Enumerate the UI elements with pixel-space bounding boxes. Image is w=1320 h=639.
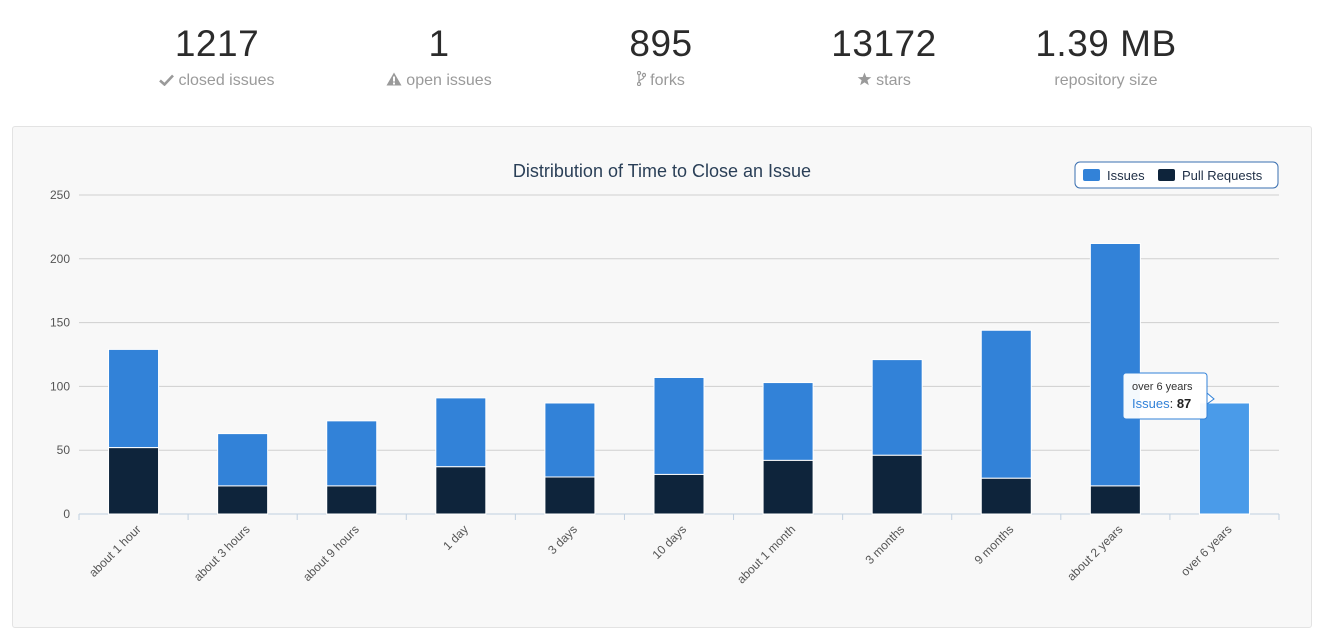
x-tick-label: 1 day bbox=[440, 522, 471, 553]
stat-stars: 13172 stars bbox=[784, 22, 984, 93]
bar-issues[interactable] bbox=[871, 359, 923, 456]
stat-repository-size: 1.39 MB repository size bbox=[1006, 22, 1206, 92]
tooltip-series: Issues: 87 bbox=[1132, 396, 1191, 411]
bar-pull-requests[interactable] bbox=[980, 477, 1032, 515]
bar-issues[interactable] bbox=[1089, 242, 1141, 487]
bar-issues[interactable] bbox=[435, 397, 487, 468]
bar-pull-requests[interactable] bbox=[435, 466, 487, 515]
bar-issues[interactable] bbox=[108, 348, 160, 449]
bar-chart: Distribution of Time to Close an Issue 0… bbox=[50, 161, 1280, 586]
x-tick-label: about 1 month bbox=[734, 522, 798, 586]
x-tick-label: about 9 hours bbox=[300, 522, 362, 584]
x-axis: about 1 hour about 3 hours about 9 hours 1 … bbox=[78, 514, 1280, 586]
bar-pull-requests[interactable] bbox=[871, 454, 923, 515]
x-tick-label: over 6 years bbox=[1178, 522, 1235, 579]
bar-issues[interactable] bbox=[544, 402, 596, 478]
bar-pull-requests[interactable] bbox=[544, 476, 596, 515]
bar-pull-requests[interactable] bbox=[762, 459, 814, 515]
bar-issues[interactable] bbox=[1198, 402, 1250, 515]
x-tick-label: about 3 hours bbox=[191, 522, 253, 584]
stat-label: forks bbox=[650, 72, 685, 89]
bar-issues[interactable] bbox=[762, 382, 814, 461]
stat-label-row: repository size bbox=[1006, 70, 1206, 92]
y-tick-label: 250 bbox=[50, 188, 70, 202]
bar-pull-requests[interactable] bbox=[326, 485, 378, 515]
stat-value: 1.39 MB bbox=[1035, 23, 1177, 64]
stat-label: open issues bbox=[406, 72, 492, 89]
stat-label: repository size bbox=[1054, 72, 1158, 89]
legend-box bbox=[1074, 161, 1279, 189]
x-tick-label: about 2 years bbox=[1064, 522, 1125, 583]
y-tick-label: 50 bbox=[57, 443, 71, 457]
stat-value: 13172 bbox=[831, 23, 937, 64]
tooltip-value: 87 bbox=[1177, 396, 1191, 411]
bar-pull-requests[interactable] bbox=[217, 485, 269, 515]
legend-swatch[interactable] bbox=[1083, 169, 1100, 181]
stat-value: 1217 bbox=[174, 23, 260, 64]
y-tick-label: 200 bbox=[50, 252, 70, 266]
legend-label[interactable]: Issues bbox=[1107, 168, 1145, 183]
bar-pull-requests[interactable] bbox=[653, 473, 705, 515]
bars bbox=[108, 242, 1250, 515]
bar-pull-requests[interactable] bbox=[1089, 485, 1141, 515]
stat-label-row: open issues bbox=[339, 70, 539, 93]
stat-value: 895 bbox=[629, 23, 693, 64]
stats-bar: 1217 closed issues 1 open issues 895 for… bbox=[0, 0, 1320, 110]
check-icon bbox=[159, 71, 175, 93]
x-tick-label: about 1 hour bbox=[86, 522, 144, 580]
bar-issues[interactable] bbox=[980, 329, 1032, 479]
legend[interactable]: Issues Pull Requests bbox=[1074, 161, 1279, 189]
stat-label-row: forks bbox=[561, 70, 761, 93]
y-tick-label: 100 bbox=[50, 379, 70, 393]
warning-icon bbox=[386, 71, 402, 93]
y-tick-label: 0 bbox=[63, 507, 70, 521]
stat-open-issues: 1 open issues bbox=[339, 22, 539, 93]
fork-icon bbox=[636, 70, 647, 93]
x-tick-label: 10 days bbox=[650, 522, 690, 562]
x-tick-label: 3 days bbox=[545, 522, 580, 557]
bar-issues[interactable] bbox=[217, 433, 269, 487]
y-axis: 0 50 100 150 200 250 bbox=[50, 188, 70, 521]
tooltip-pointer bbox=[1206, 391, 1215, 405]
chart-panel: Distribution of Time to Close an Issue 0… bbox=[12, 126, 1312, 628]
bar-issues[interactable] bbox=[653, 376, 705, 475]
chart-title: Distribution of Time to Close an Issue bbox=[513, 161, 811, 181]
stat-label-row: stars bbox=[784, 70, 984, 93]
tooltip-category: over 6 years bbox=[1132, 381, 1193, 393]
bar-issues[interactable] bbox=[326, 420, 378, 487]
stat-value: 1 bbox=[428, 23, 450, 64]
x-tick-label: 9 months bbox=[972, 522, 1017, 567]
tooltip-separator: : bbox=[1170, 396, 1177, 411]
bar-pull-requests[interactable] bbox=[108, 447, 160, 515]
stat-label: stars bbox=[876, 72, 911, 89]
stat-closed-issues: 1217 closed issues bbox=[117, 22, 317, 93]
legend-label[interactable]: Pull Requests bbox=[1182, 168, 1263, 183]
y-tick-label: 150 bbox=[50, 316, 70, 330]
tooltip: over 6 years Issues: 87 bbox=[1122, 372, 1215, 420]
star-icon bbox=[857, 71, 872, 93]
legend-swatch[interactable] bbox=[1158, 169, 1175, 181]
x-tick-label: 3 months bbox=[863, 522, 908, 567]
stat-forks: 895 forks bbox=[561, 22, 761, 93]
stat-label-row: closed issues bbox=[117, 70, 317, 93]
stat-label: closed issues bbox=[178, 72, 275, 89]
